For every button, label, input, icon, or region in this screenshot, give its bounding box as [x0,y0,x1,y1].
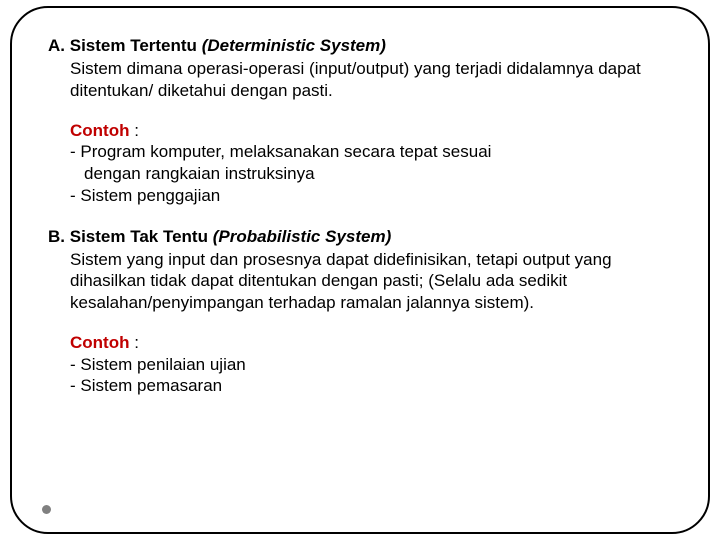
section-a: A. Sistem Tertentu (Deterministic System… [48,36,672,207]
slide-frame: A. Sistem Tertentu (Deterministic System… [10,6,710,534]
contoh-b-colon: : [129,333,138,352]
section-b-title-italic: (Probabilistic System) [213,227,392,246]
section-b-example1: - Sistem penilaian ujian [70,354,672,376]
section-a-example1-line1: - Program komputer, melaksanakan secara … [70,141,672,163]
contoh-a-label: Contoh [70,121,129,140]
contoh-b-label: Contoh [70,333,129,352]
bullet-dot-icon [42,505,51,514]
section-b-body: Sistem yang input dan prosesnya dapat di… [48,249,672,314]
section-b-label: B. [48,227,65,246]
section-a-contoh: Contoh : - Program komputer, melaksanaka… [48,120,672,207]
section-a-body: Sistem dimana operasi-operasi (input/out… [48,58,672,102]
section-a-title-bold: Sistem Tertentu [70,36,197,55]
contoh-a-colon: : [129,121,138,140]
section-b-example2: - Sistem pemasaran [70,375,672,397]
section-a-example2: - Sistem penggajian [70,185,672,207]
contoh-b-header: Contoh : [70,332,672,354]
section-b-heading: B. Sistem Tak Tentu (Probabilistic Syste… [48,227,672,247]
contoh-a-header: Contoh : [70,120,672,142]
section-a-heading: A. Sistem Tertentu (Deterministic System… [48,36,672,56]
section-b-contoh: Contoh : - Sistem penilaian ujian - Sist… [48,332,672,397]
section-a-title-italic: (Deterministic System) [202,36,386,55]
section-b: B. Sistem Tak Tentu (Probabilistic Syste… [48,227,672,398]
section-a-example1-line2: dengan rangkaian instruksinya [70,163,672,185]
section-b-title-bold: Sistem Tak Tentu [70,227,208,246]
section-a-label: A. [48,36,65,55]
